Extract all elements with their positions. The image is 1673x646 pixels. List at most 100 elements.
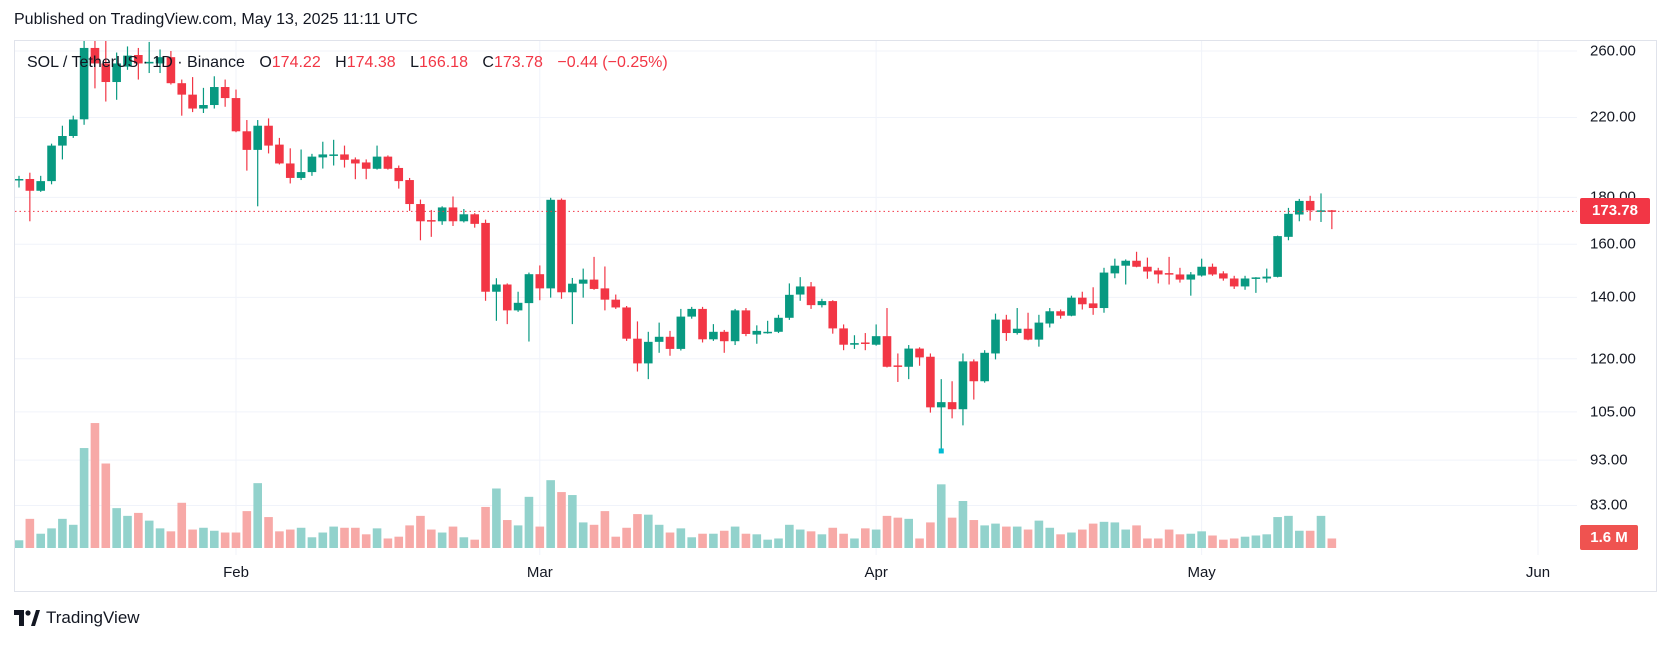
candle (785, 283, 794, 320)
candle (351, 157, 360, 180)
candle (210, 76, 219, 109)
volume-bar (134, 512, 143, 548)
volume-bar (958, 500, 968, 548)
price-tick-label: 140.00 (1590, 288, 1636, 306)
candle-body (134, 55, 143, 64)
volume-bar (926, 522, 935, 548)
volume-bar (481, 506, 490, 548)
volume-bar (1002, 526, 1011, 548)
candle-body (1175, 274, 1185, 280)
volume-bar (242, 511, 252, 548)
time-tick-label: Mar (526, 564, 553, 581)
volume-bar (1295, 530, 1304, 548)
volume-bar (524, 496, 534, 548)
candle-body (470, 214, 479, 224)
candle-body (296, 172, 306, 178)
volume-bar (850, 538, 859, 548)
candle-body (416, 204, 425, 222)
volume-bar (817, 534, 827, 548)
candle (492, 278, 501, 321)
candle (1110, 258, 1120, 279)
volume-bar (1012, 526, 1022, 548)
volume-bar (795, 529, 805, 548)
volume-bar (839, 533, 848, 548)
volume-bar (416, 515, 425, 548)
candle (568, 277, 577, 325)
volume-bar (1078, 529, 1087, 548)
volume-bar (36, 533, 45, 548)
candle-body (144, 61, 154, 64)
candle-body (665, 336, 675, 349)
candle-body (351, 159, 360, 164)
candle (633, 321, 642, 372)
candle-body (546, 199, 555, 289)
volume-bar (893, 517, 903, 548)
low-value: 166.18 (419, 54, 468, 71)
candle-body (1208, 266, 1217, 275)
candle (752, 325, 762, 344)
candle (502, 283, 512, 325)
candle (893, 353, 903, 382)
tradingview-logo[interactable]: TradingView (14, 608, 140, 628)
candle-body (1012, 328, 1022, 334)
candle-body (1153, 270, 1163, 275)
volume-bar (123, 515, 132, 548)
candle (144, 41, 154, 74)
volume-bar (513, 525, 523, 548)
candle-body (437, 207, 447, 222)
volume-bar (915, 538, 924, 548)
candle (166, 51, 176, 85)
candle (654, 322, 664, 353)
candle-body (1305, 200, 1315, 211)
volume-bar (730, 526, 740, 548)
volume-bar (1273, 517, 1282, 548)
published-caption: Published on TradingView.com, May 13, 20… (14, 11, 418, 28)
candle-body (318, 154, 328, 158)
candle-body (611, 299, 621, 308)
candle-body (481, 222, 490, 292)
candle (58, 125, 67, 160)
volume-bar (687, 537, 696, 548)
candle (296, 149, 306, 181)
price-tick-label: 220.00 (1590, 108, 1636, 126)
volume-bar (296, 527, 306, 548)
candle (264, 118, 273, 154)
candle (318, 141, 328, 169)
volume-bar (264, 517, 273, 548)
volume-bar (1305, 530, 1315, 548)
candle-body (36, 181, 45, 191)
candle (1240, 275, 1250, 290)
volume-bar (1034, 520, 1044, 548)
candle (535, 265, 545, 301)
candle-body (557, 199, 566, 293)
volume-bar (1175, 534, 1185, 548)
candle (1229, 275, 1239, 289)
candle-body (600, 288, 610, 300)
candle (861, 333, 870, 351)
symbol-title[interactable]: SOL / TetherUS · 1D · Binance (27, 54, 245, 71)
candle-body (177, 83, 187, 95)
candle (839, 324, 848, 351)
candle-body (1045, 311, 1055, 324)
candle-body (285, 163, 295, 178)
volume-bar (15, 540, 24, 548)
volume-bar (1132, 525, 1141, 548)
volume-bar (698, 533, 707, 548)
volume-bar (155, 528, 165, 548)
candle-body (372, 156, 382, 169)
tradingview-logo-icon (14, 610, 40, 626)
volume-bar (1327, 538, 1337, 548)
candle-body (1273, 236, 1282, 277)
volume-bar (568, 495, 577, 548)
candle (1208, 263, 1217, 276)
candle (850, 335, 859, 349)
candle (1305, 195, 1315, 221)
volume-bar (340, 527, 349, 548)
volume-bar (1197, 531, 1206, 548)
volume-bar (502, 520, 512, 548)
volume-bar (611, 536, 621, 548)
price-tick-label: 93.00 (1590, 451, 1628, 469)
candle-body (1197, 266, 1206, 276)
candle (1186, 272, 1196, 296)
